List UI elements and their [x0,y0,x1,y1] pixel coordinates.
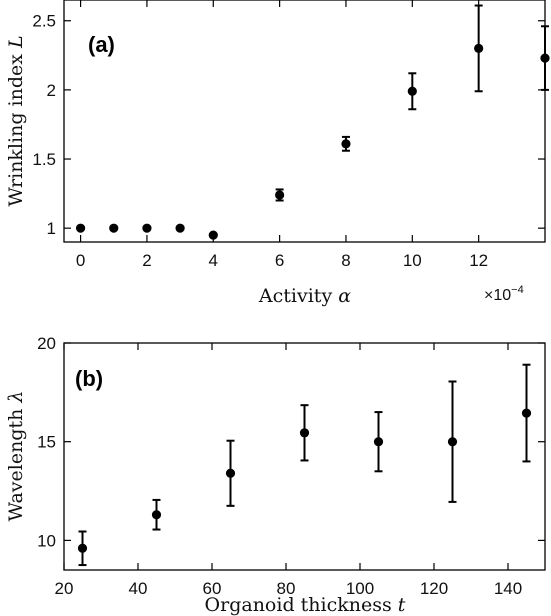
data-point-a [208,230,218,240]
panel-label-a: (a) [88,32,115,57]
data-point-a [142,223,152,233]
x-tick-label-b: 100 [346,579,374,598]
y-axis-label-a: Wrinkling index L [5,35,27,206]
data-point-b [447,437,458,447]
data-point-b [77,543,88,553]
panel-label-b: (b) [75,366,103,391]
y-tick-label-a: 1.5 [32,150,56,169]
data-point-a [474,43,484,54]
x-axis-label-b: Organoid thickness t [205,594,406,616]
x-ticks-a: 0 2 4 6 8 10 12 [76,0,488,270]
x-tick-label-b: 40 [129,579,148,598]
data-points-a [75,4,550,240]
data-point-a [275,190,285,200]
y-ticks-b: 10 15 20 [37,334,545,550]
panel-b: (b) 20 40 60 80 100 120 140 10 15 20 Organoid th… [5,334,546,616]
plot-frame-b [63,342,546,571]
x-axis-label-a: Activity α [258,285,351,307]
x-tick-label-a: 6 [275,251,284,270]
data-point-b [299,428,310,438]
plot-frame-a [63,0,546,243]
x-tick-label-a: 2 [142,251,151,270]
data-point-b [373,437,384,447]
data-point-a [407,86,417,96]
x-tick-label-b: 60 [203,579,222,598]
y-tick-label-a: 2.5 [32,12,56,31]
y-tick-label-b: 10 [37,531,56,550]
data-point-b [521,408,532,418]
x-tick-label-a: 4 [209,251,218,270]
panel-a: (a) 0 2 4 6 8 10 12 1 1.5 2 2.5 Activity α Wrinkl… [5,0,550,307]
data-point-b [225,468,236,478]
y-tick-label-b: 20 [37,334,56,353]
x-tick-label-a: 0 [76,251,85,270]
x-tick-label-b: 80 [277,579,296,598]
x-tick-label-b: 20 [55,579,74,598]
y-tick-label-b: 15 [37,433,56,452]
data-point-a [75,223,86,233]
x-tick-label-a: 10 [403,251,422,270]
data-point-a [175,223,185,233]
data-point-a [540,53,550,63]
data-point-a [341,139,351,149]
data-point-b [151,510,162,520]
data-points-b [77,363,532,567]
y-tick-label-a: 1 [47,219,56,238]
x-tick-label-b: 140 [494,579,522,598]
x-multiplier-a: ×10−4 [484,284,524,304]
y-ticks-a: 1 1.5 2 2.5 [32,12,545,238]
x-ticks-b: 20 40 60 80 100 120 140 [55,343,522,598]
y-axis-label-b: Wavelength λ [5,391,27,522]
y-tick-label-a: 2 [47,81,56,100]
x-tick-label-b: 120 [420,579,448,598]
x-tick-label-a: 8 [341,251,350,270]
x-tick-label-a: 12 [469,251,488,270]
data-point-a [109,223,119,233]
